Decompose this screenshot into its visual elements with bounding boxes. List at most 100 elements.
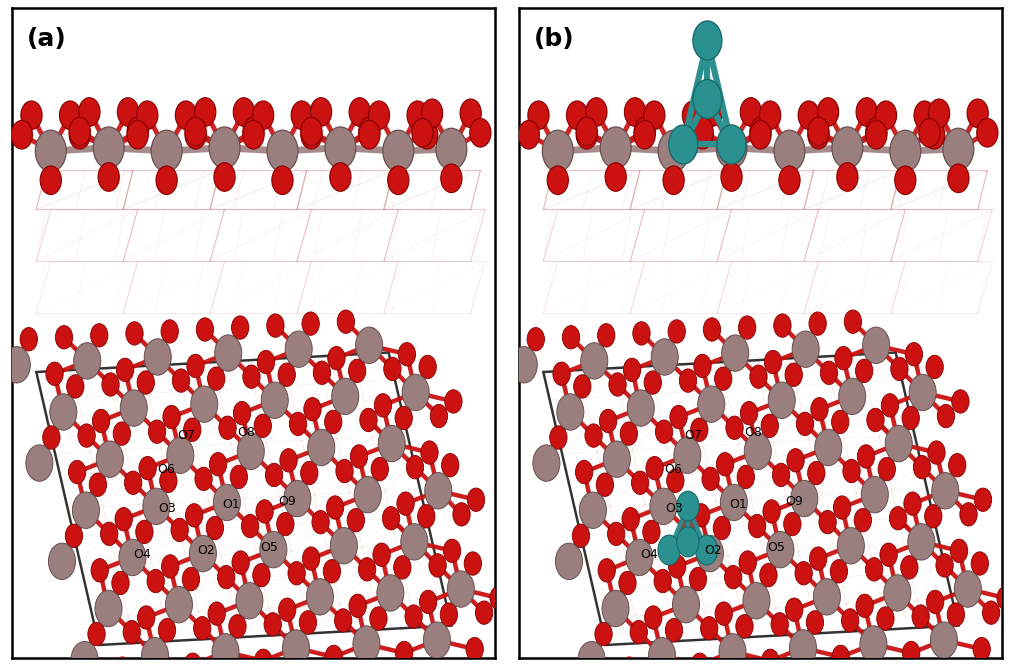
Circle shape [353,626,380,662]
Circle shape [889,507,907,530]
Circle shape [925,505,942,528]
Circle shape [715,602,732,625]
Circle shape [831,127,863,168]
Circle shape [171,518,189,541]
Circle shape [165,587,193,623]
Circle shape [643,520,660,543]
Circle shape [674,437,701,474]
Circle shape [354,476,381,513]
Circle shape [41,166,62,194]
Circle shape [241,514,259,537]
Circle shape [811,398,828,421]
Circle shape [665,619,682,642]
Circle shape [690,567,707,591]
Circle shape [676,492,699,521]
Circle shape [626,539,653,575]
Circle shape [762,649,779,666]
Circle shape [347,509,364,532]
Circle shape [137,371,154,394]
Circle shape [328,346,345,370]
Circle shape [658,130,690,172]
Circle shape [809,547,826,570]
Circle shape [974,488,992,511]
Circle shape [144,339,171,375]
Circle shape [834,496,851,519]
Circle shape [527,328,545,351]
Circle shape [796,412,813,436]
Circle shape [466,637,484,661]
Circle shape [467,488,485,511]
Circle shape [301,117,322,146]
Circle shape [255,414,272,438]
Circle shape [98,163,120,191]
Circle shape [567,101,588,130]
Circle shape [936,553,953,577]
Circle shape [861,476,888,513]
Circle shape [291,101,312,130]
Circle shape [396,492,415,515]
Circle shape [208,602,225,625]
Circle shape [252,563,270,587]
Circle shape [101,373,120,396]
Circle shape [117,358,134,382]
Circle shape [183,567,200,591]
Circle shape [233,402,250,425]
Circle shape [668,320,685,343]
Circle shape [79,98,100,127]
Circle shape [817,98,839,127]
Circle shape [960,503,977,526]
Circle shape [255,649,272,666]
Circle shape [280,449,297,472]
Circle shape [112,571,129,595]
Circle shape [845,310,862,334]
Circle shape [69,117,90,146]
Circle shape [967,99,989,128]
Circle shape [832,645,850,666]
Circle shape [159,469,177,493]
Circle shape [50,394,77,430]
Circle shape [267,130,298,172]
Circle shape [839,378,866,414]
Circle shape [49,543,75,579]
Circle shape [71,641,98,666]
Circle shape [510,346,537,383]
Text: O5: O5 [261,541,278,553]
Circle shape [929,99,950,128]
Circle shape [387,166,409,194]
Circle shape [395,641,413,665]
Circle shape [383,357,402,380]
Circle shape [744,433,772,470]
Circle shape [739,551,756,574]
Circle shape [830,559,848,583]
Circle shape [932,473,959,509]
Circle shape [644,101,665,130]
Circle shape [195,467,212,491]
Circle shape [937,404,954,428]
Circle shape [795,561,812,585]
Circle shape [283,630,309,666]
Circle shape [56,326,73,349]
Circle shape [313,361,331,384]
Circle shape [237,433,265,470]
Circle shape [148,420,165,444]
Circle shape [349,359,366,382]
Circle shape [885,426,913,462]
Circle shape [790,630,816,666]
Circle shape [762,414,779,438]
Circle shape [740,98,762,127]
Circle shape [973,637,991,661]
Circle shape [325,645,343,666]
Circle shape [696,535,718,565]
Circle shape [69,460,86,484]
Circle shape [740,402,757,425]
Circle shape [786,598,803,621]
Circle shape [750,117,771,146]
Circle shape [600,127,631,168]
Text: O6: O6 [664,464,681,476]
Circle shape [650,488,677,525]
Circle shape [476,601,493,624]
Circle shape [377,575,404,611]
Circle shape [621,657,638,666]
Circle shape [759,563,777,587]
Circle shape [632,471,649,494]
